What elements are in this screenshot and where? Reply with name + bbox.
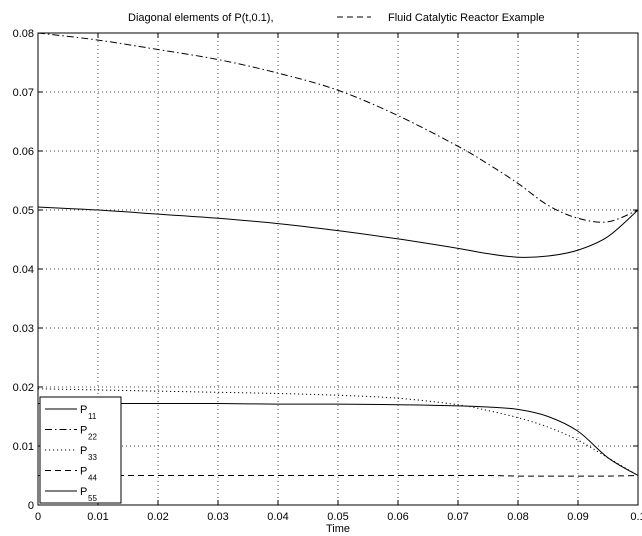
x-tick-label: 0.1 bbox=[630, 511, 642, 523]
series-line-p55 bbox=[38, 402, 639, 476]
y-tick-label: 0.03 bbox=[13, 323, 34, 335]
x-tick-label: 0.07 bbox=[447, 511, 468, 523]
legend-subscript-p33: 33 bbox=[88, 453, 97, 462]
y-tick-label: 0.08 bbox=[13, 28, 34, 40]
x-tick-label: 0.02 bbox=[147, 511, 168, 523]
series-line-p22 bbox=[37, 32, 639, 223]
y-tick-label: 0.05 bbox=[13, 205, 34, 217]
y-tick-label: 0.02 bbox=[13, 382, 34, 394]
y-tick-label: 0 bbox=[28, 500, 34, 512]
y-tick-label: 0.06 bbox=[13, 146, 34, 158]
series-line-p33 bbox=[37, 388, 639, 476]
y-tick-label: 0.01 bbox=[13, 441, 34, 453]
y-tick-label: 0.07 bbox=[13, 87, 34, 99]
legend-subscript-p11: 11 bbox=[88, 412, 97, 421]
legend-label-p44: P bbox=[80, 466, 87, 478]
tick-layer: 0 0.01 0.02 0.03 0.04 0.05 0.06 0.07 0.08 0.09 0.1… bbox=[13, 28, 642, 523]
legend-label-p33: P bbox=[80, 445, 87, 457]
legend-label-p11: P bbox=[80, 404, 87, 416]
y-tick-label: 0.04 bbox=[13, 264, 34, 276]
series-line-p11 bbox=[37, 206, 639, 258]
chart-title: Diagonal elements of P(t,0.1), Fluid Cat… bbox=[128, 12, 545, 24]
x-tick-label: 0 bbox=[35, 511, 41, 523]
series-line-p44 bbox=[37, 474, 639, 477]
x-axis-label: Time bbox=[326, 523, 350, 535]
x-tick-label: 0.03 bbox=[207, 511, 228, 523]
legend-label-p55: P bbox=[80, 486, 87, 498]
legend-subscript-p55: 55 bbox=[88, 494, 97, 503]
x-tick-label: 0.06 bbox=[387, 511, 408, 523]
title-right: Fluid Catalytic Reactor Example bbox=[388, 12, 545, 24]
x-tick-label: 0.09 bbox=[567, 511, 588, 523]
title-left: Diagonal elements of P(t,0.1), bbox=[128, 12, 274, 24]
legend-subscript-p44: 44 bbox=[88, 474, 97, 483]
x-tick-label: 0.01 bbox=[87, 511, 108, 523]
series-layer bbox=[37, 32, 639, 477]
x-tick-label: 0.08 bbox=[507, 511, 528, 523]
x-tick-label: 0.04 bbox=[267, 511, 288, 523]
x-tick-label: 0.05 bbox=[327, 511, 348, 523]
legend-subscript-p22: 22 bbox=[88, 433, 97, 442]
legend-label-p22: P bbox=[80, 425, 87, 437]
grid-layer bbox=[38, 33, 638, 505]
